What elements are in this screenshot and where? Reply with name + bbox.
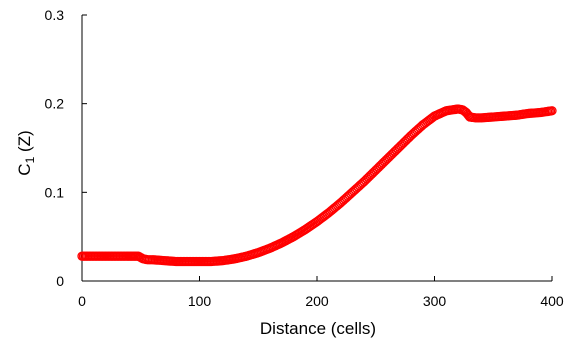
y-tick-label: 0.1 <box>45 184 65 200</box>
y-axis-title-suffix: (Z) <box>15 130 34 156</box>
axes <box>81 15 552 282</box>
x-tick-label: 200 <box>305 293 329 309</box>
y-axis-title-main: C <box>15 163 34 175</box>
x-tick-label: 0 <box>78 293 86 309</box>
data-point <box>547 106 557 116</box>
y-tick-label: 0 <box>56 273 64 289</box>
x-axis-title: Distance (cells) <box>260 319 376 338</box>
ticks: 0 100 200 300 400 0 0.1 0.2 0.3 <box>45 7 564 309</box>
data-points <box>77 104 557 267</box>
y-tick-label: 0.3 <box>45 7 65 23</box>
y-axis-title: C1 (Z) <box>15 130 37 175</box>
x-tick-label: 300 <box>423 293 447 309</box>
x-tick-label: 400 <box>540 293 564 309</box>
y-tick-label: 0.2 <box>45 96 65 112</box>
x-tick-label: 100 <box>188 293 212 309</box>
y-axis-title-subscript: 1 <box>23 156 37 163</box>
